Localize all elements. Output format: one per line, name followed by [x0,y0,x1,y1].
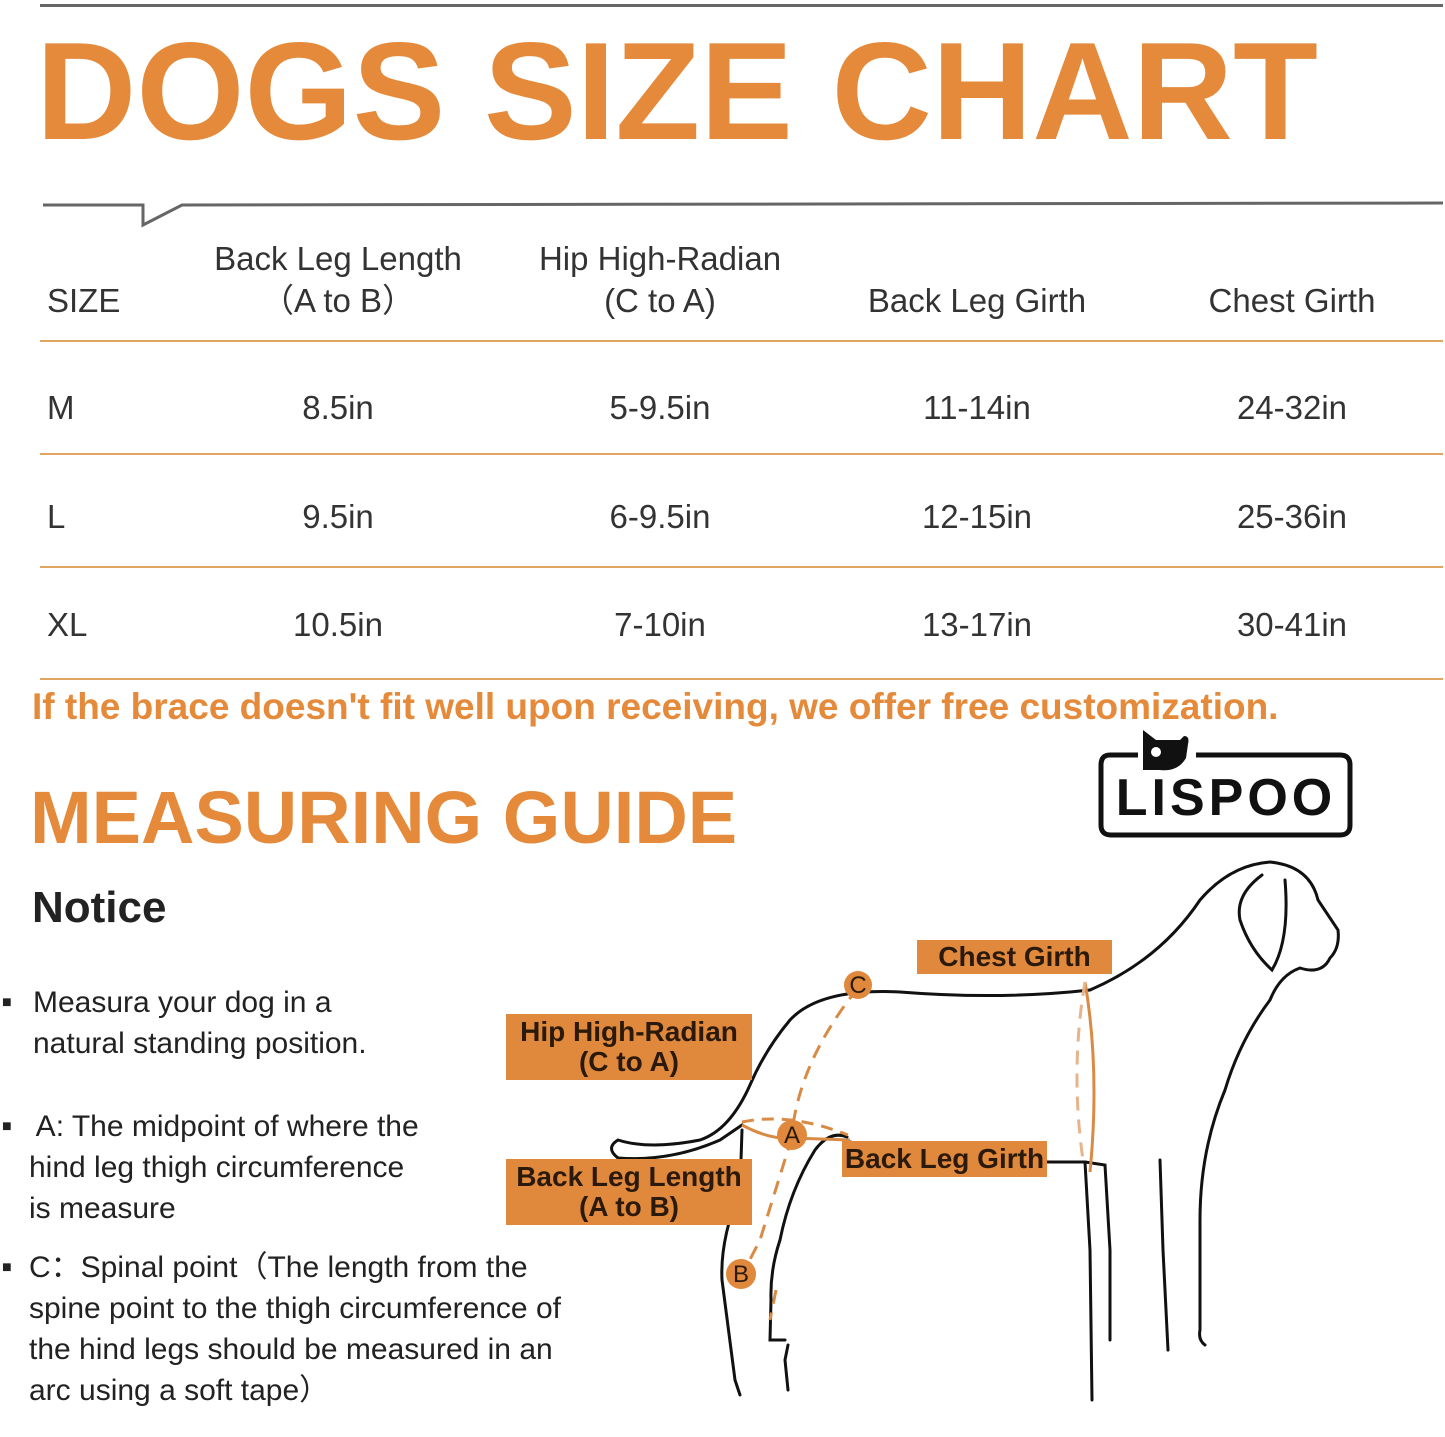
header-back-leg-girth: Back Leg Girth [867,282,1087,319]
back-leg-length-label: Back Leg Length (A to B) [506,1159,752,1225]
bullet-line: spine point to the thigh circumference o… [29,1292,561,1325]
cell: 30-41in [1236,606,1348,643]
hip-high-radian-label: Hip High-Radian (C to A) [506,1014,752,1080]
cell-size: L [47,498,66,535]
measure-point-c: C [844,971,872,999]
row-divider [40,453,1443,455]
row-divider [40,340,1443,342]
bullet-icon: ■ [2,1259,12,1276]
bullet-icon: ■ [2,1118,12,1135]
header-line: （A to B） [260,282,416,319]
table-row: M 8.5in 5-9.5in 11-14in 24-32in [0,388,1445,428]
cell: 25-36in [1236,498,1348,535]
header-line: Back Leg Length [214,240,462,277]
measure-point-b: B [726,1259,756,1289]
cell-size: M [47,389,75,426]
top-divider [40,4,1443,7]
header-size: SIZE [47,282,121,319]
cell: 7-10in [614,606,706,643]
bullet-text: C：Spinal point（The length from the spine… [29,1247,561,1411]
bullet-line: Measura your dog in a [33,986,332,1019]
cell: 9.5in [302,498,374,535]
cell: 5-9.5in [609,389,711,426]
label-line: Hip High-Radian [520,1016,738,1047]
notice-section: Notice ■ Measura your dog in a natural s… [0,882,680,1411]
point-label-c: C [849,972,866,999]
cell: 24-32in [1236,389,1348,426]
back-leg-girth-label: Back Leg Girth [842,1141,1047,1177]
customization-note: If the brace doesn't fit well upon recei… [32,686,1279,727]
measure-point-a: A [777,1120,807,1150]
row-divider [40,566,1443,568]
cell: 10.5in [293,606,383,643]
header-back-leg-length: Back Leg Length （A to B） [188,238,488,322]
dog-head-logo-icon [1098,730,1353,838]
bullet-line: the hind legs should be measured in an [29,1333,553,1366]
chest-girth-label: Chest Girth [917,940,1112,974]
row-divider [40,678,1443,680]
label-line: (C to A) [578,1046,680,1077]
notice-bullet: ■ C：Spinal point（The length from the spi… [0,1247,680,1411]
page-title: DOGS SIZE CHART [36,14,1318,169]
bullet-line: is measure [29,1192,176,1225]
notice-bullet: ■ A: The midpoint of where the hind leg … [0,1106,680,1229]
point-label-a: A [784,1122,800,1149]
header-chest-girth: Chest Girth [1208,282,1376,319]
bullet-line: natural standing position. [33,1027,367,1060]
speech-divider [43,201,1444,228]
measuring-guide-title: MEASURING GUIDE [30,776,738,859]
cell: 11-14in [923,389,1031,426]
bullet-line: C：Spinal point（The length from the [29,1251,528,1284]
brand-logo: LISPOO [1098,730,1354,838]
header-hip-high-radian: Hip High-Radian (C to A) [510,238,810,322]
bullet-line: arc using a soft tape） [29,1374,330,1407]
cell: 13-17in [921,606,1033,643]
cell: 12-15in [921,498,1033,535]
cell: 8.5in [302,389,374,426]
cell-size: XL [47,606,88,643]
notice-title: Notice [32,883,167,932]
label-line: (A to B) [578,1191,680,1222]
bullet-text: Measura your dog in a natural standing p… [33,982,367,1064]
bullet-icon: ■ [2,994,12,1011]
logo-text: LISPOO [1115,769,1337,827]
table-row: XL 10.5in 7-10in 13-17in 30-41in [0,605,1445,645]
bullet-line: hind leg thigh circumference [29,1151,405,1184]
label-line: Back Leg Length [516,1161,742,1192]
table-row: L 9.5in 6-9.5in 12-15in 25-36in [0,497,1445,537]
bullet-line: A: The midpoint of where the [29,1110,419,1143]
notice-bullet: ■ Measura your dog in a natural standing… [0,982,680,1064]
header-line: Hip High-Radian [538,240,782,277]
point-label-b: B [733,1261,749,1288]
header-line: (C to A) [604,282,716,319]
cell: 6-9.5in [609,498,711,535]
bullet-text: A: The midpoint of where the hind leg th… [29,1106,419,1229]
